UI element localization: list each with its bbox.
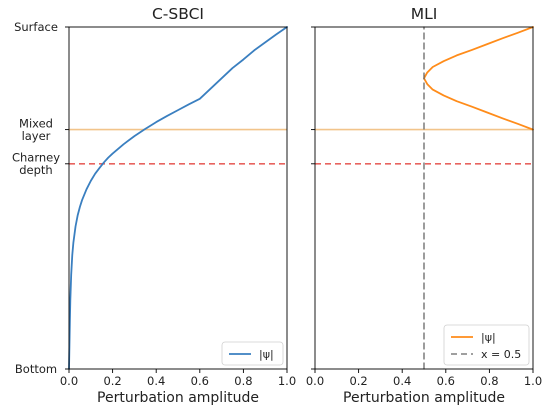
panel-title-1: C-SBCI [152,5,204,23]
legend-label-1-1: |ψ| [259,348,274,361]
y-tick-label-0-0: Surface [14,20,58,34]
y-tick-label-3-0: Bottom [15,362,57,376]
plot-frame-2 [314,26,534,370]
x-tick-label-1-2: 0.4 [147,374,165,388]
legend-label-2-2: x = 0.5 [481,348,521,361]
x-tick-label-2-3: 0.6 [437,374,455,388]
x-tick-label-2-2: 0.4 [393,374,411,388]
y-tick-label-2-0: Charney [12,151,60,165]
series-line-2-1 [423,26,534,131]
x-axis-title-1: Perturbation amplitude [97,390,259,406]
x-tick-label-2-1: 0.2 [349,374,367,388]
y-tick-label-1-1: layer [22,129,51,143]
plot-frame-1 [68,26,288,370]
x-axis-title-2: Perturbation amplitude [343,390,505,406]
series-line-1-1 [68,26,288,370]
legend-label-2-1: |ψ| [481,331,496,344]
x-tick-label-1-4: 0.8 [234,374,252,388]
x-tick-label-2-0: 0.0 [306,374,324,388]
x-tick-label-1-0: 0.0 [60,374,78,388]
x-tick-label-2-5: 1.0 [524,374,542,388]
y-tick-label-1-0: Mixed [19,116,53,130]
x-tick-label-1-3: 0.6 [191,374,209,388]
panel-title-2: MLI [411,5,438,23]
legend-box-2 [443,324,530,366]
x-tick-label-1-1: 0.2 [103,374,121,388]
legend-box-1 [221,341,284,366]
y-tick-label-2-1: depth [19,163,52,177]
x-tick-label-1-5: 1.0 [278,374,296,388]
x-tick-label-2-4: 0.8 [480,374,498,388]
